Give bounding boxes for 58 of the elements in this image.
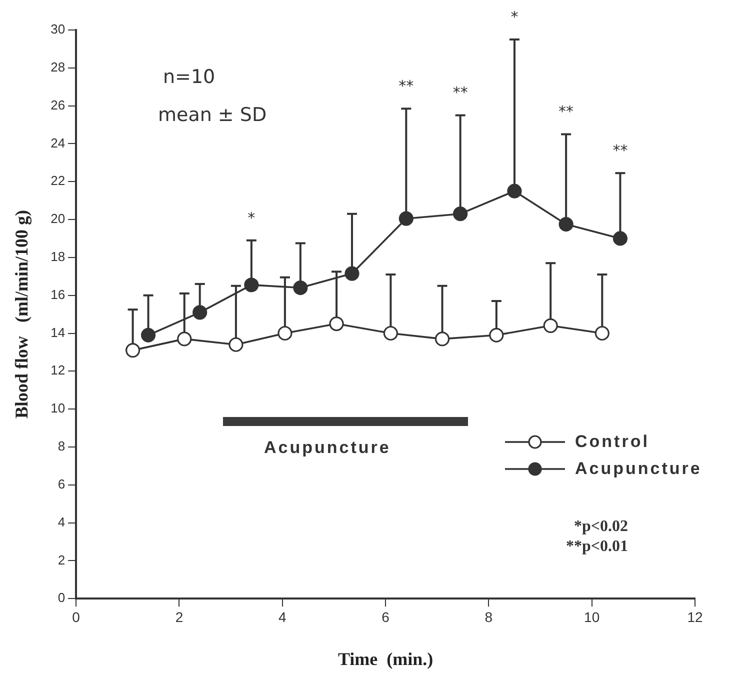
point bbox=[293, 280, 308, 296]
y-tick-label: 8 bbox=[58, 438, 66, 454]
y-tick-label: 0 bbox=[58, 590, 66, 606]
y-tick-label: 4 bbox=[58, 514, 66, 530]
point bbox=[383, 326, 398, 341]
annotation: Acupuncture bbox=[264, 438, 391, 458]
y-tick-label: 16 bbox=[50, 286, 66, 302]
annotation: *p<0.02 bbox=[574, 518, 628, 536]
x-axis-title: Time (min.) bbox=[338, 648, 434, 669]
x-tick-label: 12 bbox=[687, 608, 703, 625]
y-tick-label: 2 bbox=[58, 552, 66, 568]
point bbox=[398, 211, 414, 226]
y-tick-label: 10 bbox=[50, 400, 66, 416]
legend-label: Acupuncture bbox=[575, 458, 702, 478]
point bbox=[453, 206, 468, 222]
annotation: ** bbox=[612, 141, 628, 160]
y-tick-label: 18 bbox=[50, 249, 66, 264]
legend-label: Control bbox=[575, 432, 650, 452]
x-tick-label: 0 bbox=[72, 608, 80, 625]
point bbox=[612, 231, 628, 246]
point bbox=[140, 328, 156, 342]
annotation: **p<0.01 bbox=[566, 538, 628, 556]
point bbox=[177, 332, 192, 346]
x-tick-label: 6 bbox=[382, 608, 390, 625]
point bbox=[278, 326, 292, 341]
point bbox=[489, 328, 504, 342]
y-tick-label: 20 bbox=[50, 211, 66, 226]
x-tick-label: 8 bbox=[484, 608, 493, 625]
point bbox=[594, 326, 610, 341]
annotation: * bbox=[510, 8, 519, 26]
point bbox=[543, 318, 558, 333]
annotation: ** bbox=[558, 102, 574, 121]
point bbox=[507, 184, 522, 198]
point bbox=[434, 332, 450, 346]
y-tick-label: 26 bbox=[50, 97, 66, 112]
annotation: mean ± SD bbox=[158, 104, 267, 126]
annotation: ** bbox=[398, 77, 414, 96]
x-tick-label: 4 bbox=[278, 608, 286, 625]
point bbox=[344, 266, 360, 281]
annotation: n=10 bbox=[163, 66, 216, 88]
point bbox=[192, 305, 208, 320]
point bbox=[125, 343, 140, 358]
y-tick-label: 12 bbox=[50, 362, 66, 378]
y-tick-label: 6 bbox=[58, 476, 66, 492]
y-tick-label: 22 bbox=[50, 173, 66, 188]
y-axis-title: Blood flow (ml/min/100 g) bbox=[11, 210, 32, 419]
annotation: * bbox=[248, 208, 256, 227]
annotation: ** bbox=[452, 84, 468, 102]
y-tick-label: 24 bbox=[50, 135, 66, 150]
point bbox=[244, 278, 259, 292]
y-tick-label: 28 bbox=[50, 59, 66, 74]
point bbox=[329, 316, 344, 332]
y-tick-label: 14 bbox=[50, 324, 66, 340]
y-tick-label: 30 bbox=[50, 22, 66, 37]
point bbox=[558, 216, 574, 232]
x-tick-label: 2 bbox=[175, 608, 184, 625]
x-tick-label: 10 bbox=[584, 608, 600, 625]
point bbox=[228, 337, 244, 352]
